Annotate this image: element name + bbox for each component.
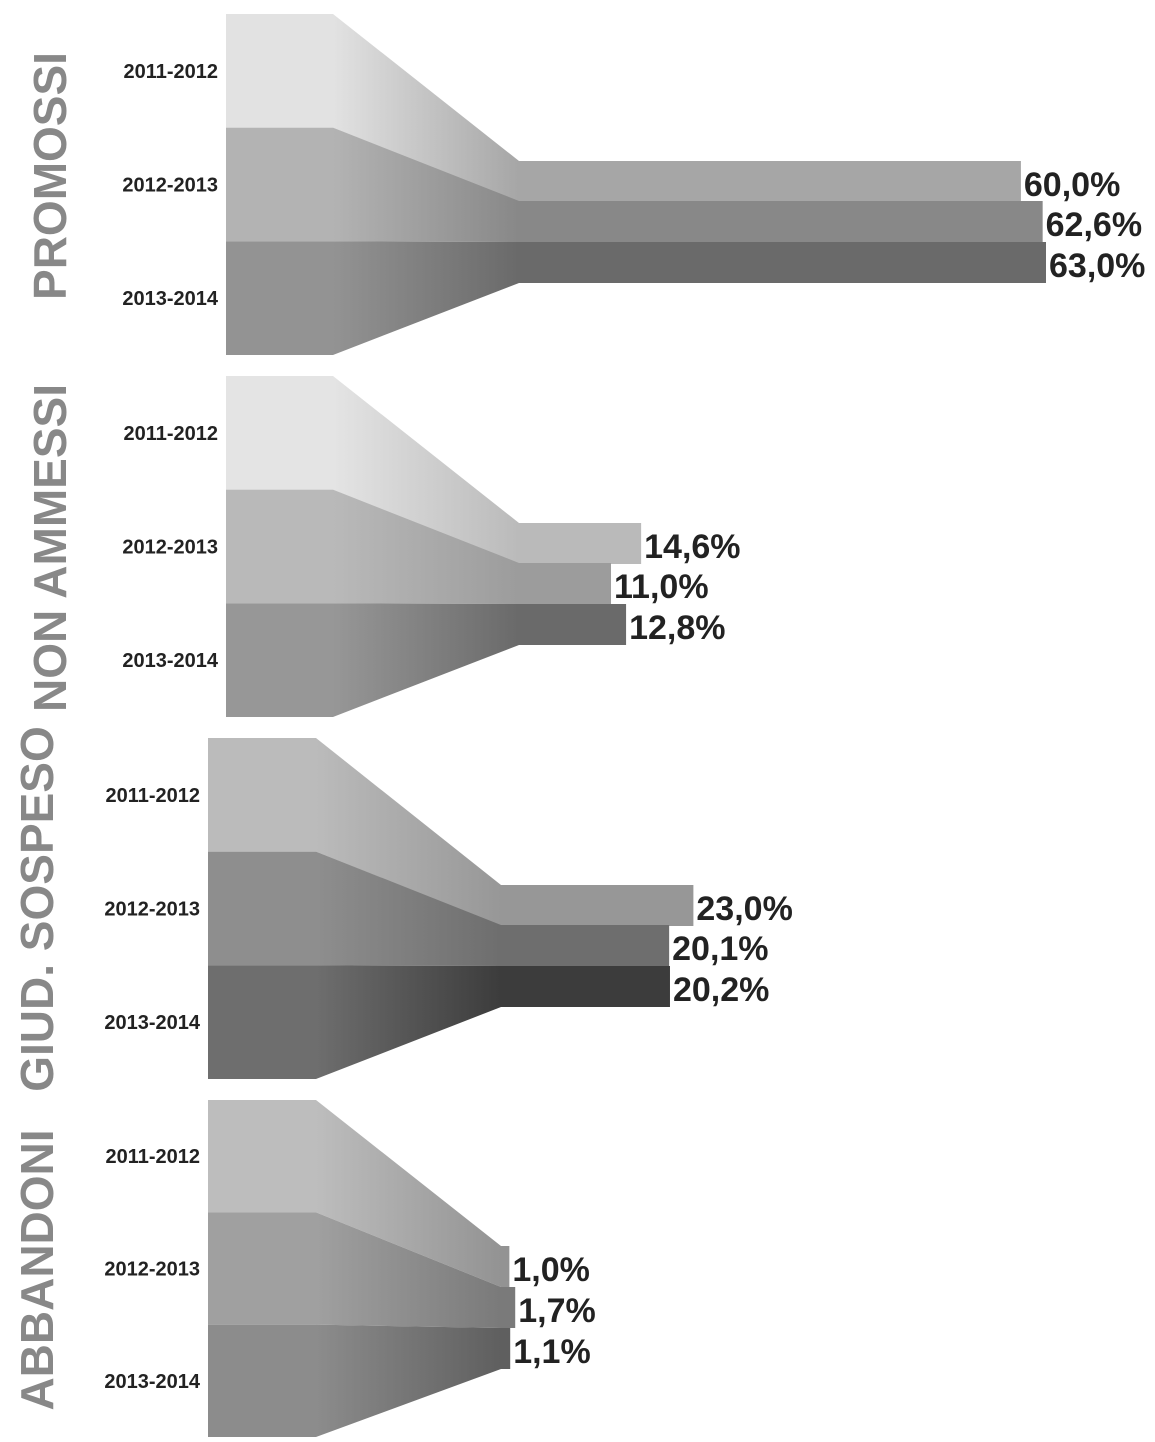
year-block [226,603,333,717]
year-label: 2011-2012 [123,61,218,83]
year-label: 2012-2013 [122,537,218,559]
funnel-segment [333,127,519,242]
bar [519,604,627,645]
funnel-segment [333,376,519,564]
funnel-segment [333,241,519,355]
funnel-segment [316,851,501,966]
bar [519,161,1021,202]
funnel-segment [333,14,519,202]
year-block [208,738,316,852]
year-block [226,241,333,355]
year-block [208,1100,316,1213]
value-label: 23,0% [696,890,792,928]
year-block [226,127,333,242]
value-label: 20,2% [673,971,769,1009]
value-label: 11,0% [614,568,709,606]
value-label: 1,0% [512,1251,590,1289]
bar [519,242,1046,283]
year-label: 2012-2013 [104,1259,200,1281]
bar [519,563,612,604]
year-label: 2013-2014 [122,650,219,672]
bar [501,966,670,1007]
year-label: 2011-2012 [123,423,218,445]
year-block [208,851,316,966]
bar [501,925,670,966]
value-label: 14,6% [644,528,740,566]
bar [519,201,1043,242]
year-block [208,1324,316,1437]
funnel-segment [316,1100,501,1287]
funnel-segment [316,738,501,926]
year-label: 2013-2014 [104,1012,201,1034]
group-non-ammessi: 14,6% 2011-2012 11,0% 2012-2013 12,8% 2013-20… [24,376,741,717]
funnel-segment [316,1212,501,1328]
year-label: 2013-2014 [122,288,219,310]
value-label: 12,8% [629,609,725,647]
year-label: 2011-2012 [105,1146,200,1168]
bar [501,1287,516,1328]
group-title: PROMOSSI [24,52,76,300]
group-abbandoni: 1,0% 2011-2012 1,7% 2012-2013 1,1% 2013-2014 A… [11,1100,596,1437]
funnel-segment [333,489,519,604]
value-label: 1,1% [513,1333,591,1371]
year-block [226,14,333,128]
group-title: ABBANDONI [11,1129,63,1410]
year-block [208,965,316,1079]
year-label: 2012-2013 [122,175,218,197]
funnel-segment [333,603,519,717]
group-promossi: 60,0% 2011-2012 62,6% 2012-2013 63,0% 2013-20… [24,14,1145,355]
value-label: 20,1% [672,930,768,968]
bar [501,1328,511,1369]
value-label: 1,7% [518,1292,596,1330]
value-label: 62,6% [1046,206,1142,244]
year-block [208,1212,316,1325]
funnel-segment [316,965,501,1079]
year-label: 2011-2012 [105,785,200,807]
value-label: 63,0% [1049,247,1145,285]
year-label: 2013-2014 [104,1371,201,1393]
year-block [226,376,333,490]
year-label: 2012-2013 [104,899,200,921]
bar [519,523,642,564]
year-block [226,489,333,604]
group-title: GIUD. SOSPESO [11,726,63,1092]
funnel-segment [316,1324,501,1437]
group-title: NON AMMESSI [24,384,76,712]
bar [501,885,694,926]
bar [501,1246,510,1287]
group-giud-sospeso: 23,0% 2011-2012 20,1% 2012-2013 20,2% 2013-20… [11,726,793,1092]
value-label: 60,0% [1024,166,1120,204]
